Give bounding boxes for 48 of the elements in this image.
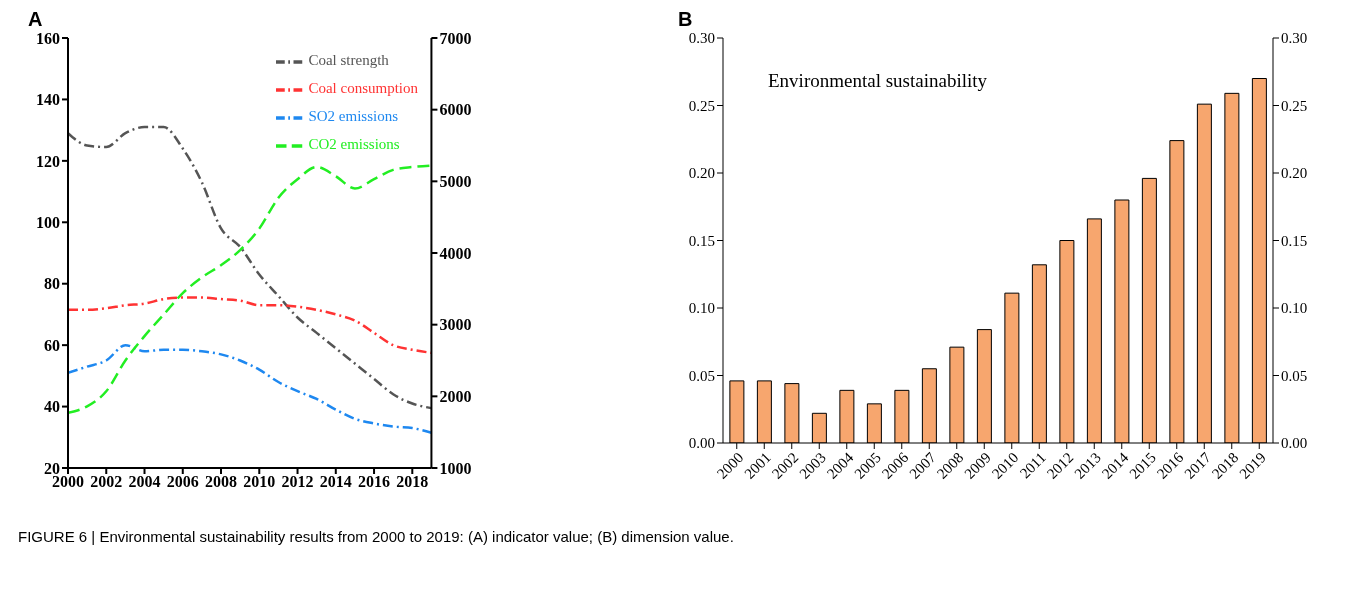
y-tick-label: 140	[36, 91, 60, 109]
x-tick-label: 2016	[358, 473, 391, 491]
y-tick-label: 0.10	[688, 300, 715, 317]
y-tick-label: 0.05	[688, 367, 715, 384]
y2-tick-label: 5000	[439, 173, 472, 191]
y2-tick-label: 6000	[439, 101, 472, 119]
chart-title: A	[28, 8, 43, 31]
legend-label: CO2 emissions	[308, 136, 400, 153]
y2-tick-label: 3000	[439, 316, 472, 334]
y2-tick-label: 0.10	[1281, 300, 1308, 317]
y2-tick-label: 0.15	[1281, 232, 1308, 249]
x-tick-label: 2008	[205, 473, 238, 491]
legend-label: Coal strength	[308, 52, 389, 69]
y2-tick-label: 4000	[439, 244, 472, 262]
x-tick-label: 2012	[281, 473, 314, 491]
x-tick-label: 2014	[319, 473, 352, 491]
y-tick-label: 60	[44, 336, 60, 354]
annotation: Environmental sustainability	[768, 70, 987, 92]
x-tick-label: 2006	[166, 473, 199, 491]
y2-tick-label: 0.20	[1281, 165, 1308, 182]
y2-tick-label: 0.30	[1281, 30, 1308, 47]
y-tick-label: 0.20	[688, 165, 715, 182]
y-tick-label: 0.25	[688, 97, 715, 114]
x-tick-label: 2004	[128, 473, 161, 491]
y2-tick-label: 2000	[439, 388, 472, 406]
y-tick-label: 0.15	[688, 232, 715, 249]
y2-tick-label: 0.00	[1281, 435, 1308, 452]
chart-title: B	[678, 8, 693, 31]
line-series	[68, 125, 432, 410]
y-tick-label: 40	[44, 398, 60, 416]
legend-label: SO2 emissions	[308, 108, 399, 125]
y-tick-label: 0.00	[688, 435, 715, 452]
y2-tick-label: 0.05	[1281, 367, 1308, 384]
line-series	[68, 164, 432, 415]
legend-label: Coal consumption	[308, 80, 418, 97]
y2-tick-label: 7000	[439, 29, 472, 47]
y-tick-label: 100	[36, 213, 60, 231]
x-tick-label: 2018	[396, 473, 429, 491]
y-tick-label: 160	[36, 29, 60, 47]
x-tick-label: 2010	[243, 473, 276, 491]
y2-tick-label: 0.25	[1281, 97, 1308, 114]
y-tick-label: 0.30	[688, 30, 715, 47]
line-series	[68, 343, 432, 434]
caption: FIGURE 6 | Environmental sustainability results from 2000 to 2019: (A) indicator value; (B) dimension value.	[18, 528, 735, 545]
x-tick-label: 2002	[90, 473, 123, 491]
y-tick-label: 120	[36, 152, 60, 170]
y-tick-label: 80	[44, 275, 60, 293]
y2-tick-label: 1000	[439, 459, 472, 477]
